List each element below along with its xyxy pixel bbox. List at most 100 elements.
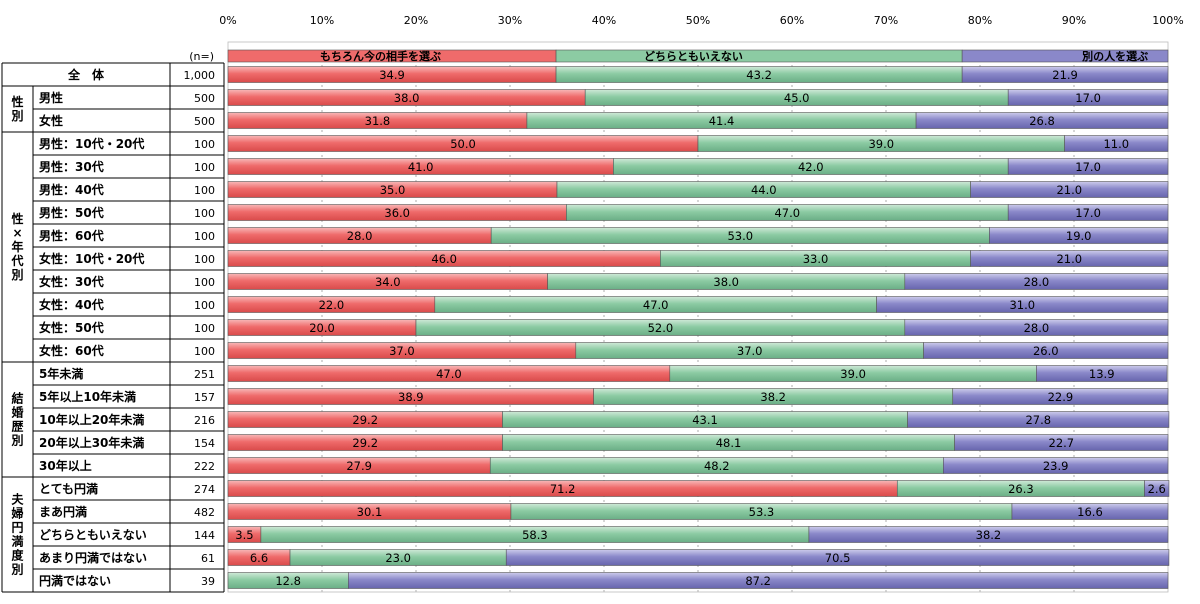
- row-n-value: 100: [194, 184, 215, 197]
- row-n-value: 100: [194, 138, 215, 151]
- bar-value-label: 26.8: [1029, 114, 1055, 128]
- row-label: 女性：40代: [39, 297, 104, 312]
- x-axis-ticks: 0% 10% 20% 30% 40% 50% 60% 70% 80% 90% 100%: [219, 14, 1183, 27]
- bar-value-label: 28.0: [1024, 275, 1050, 289]
- bar-value-label: 33.0: [803, 252, 829, 266]
- row-label: 男性：30代: [39, 159, 104, 174]
- row-n-value: 100: [194, 161, 215, 174]
- bar-value-label: 38.2: [976, 528, 1002, 542]
- bar-value-label: 37.0: [737, 344, 763, 358]
- bar-value-label: 29.2: [352, 436, 378, 450]
- row-n-value: 100: [194, 207, 215, 220]
- row-label: 20年以上30年未満: [39, 435, 144, 450]
- bar-value-label: 3.5: [235, 528, 253, 542]
- row-label: 女性：10代・20代: [39, 251, 144, 266]
- bar-value-label: 6.6: [250, 551, 268, 565]
- category-table: (n=) 全 体 1,000 性別 男性 500 女性 500 性×年代別 男性：10代・20代 1…: [1, 50, 225, 593]
- row-label: 5年未満: [39, 366, 83, 381]
- bar-segment: [970, 250, 1169, 267]
- bar-value-label: 46.0: [431, 252, 457, 266]
- legend-label: もちろん今の相手を選ぶ: [320, 49, 441, 63]
- bar-segment: [952, 388, 1169, 405]
- bar-value-label: 87.2: [745, 574, 771, 588]
- bar-value-label: 21.0: [1056, 252, 1082, 266]
- bar-value-label: 16.6: [1077, 505, 1103, 519]
- bar-value-label: 22.9: [1048, 390, 1074, 404]
- bar-value-label: 41.4: [709, 114, 735, 128]
- bar-value-label: 37.0: [389, 344, 415, 358]
- bar-segment: [1036, 365, 1168, 382]
- bar-value-label: 48.1: [716, 436, 742, 450]
- x-tick-label: 60%: [780, 14, 804, 27]
- bar-segment: [989, 227, 1169, 244]
- row-label: 男性：40代: [39, 182, 104, 197]
- row-n-value: 157: [194, 391, 215, 404]
- bars: [227, 49, 1170, 589]
- bar-segment: [1007, 89, 1169, 106]
- row-n-value: 100: [194, 230, 215, 243]
- row-label: 男性：10代・20代: [39, 136, 144, 151]
- group-label: 性別: [10, 94, 23, 123]
- bar-value-label: 20.0: [309, 321, 335, 335]
- bar-value-label: 38.9: [398, 390, 424, 404]
- bar-value-label: 52.0: [648, 321, 674, 335]
- bar-value-label: 17.0: [1075, 91, 1101, 105]
- bar-value-label: 48.2: [704, 459, 730, 473]
- bar-segment: [904, 273, 1169, 290]
- bar-value-label: 45.0: [784, 91, 810, 105]
- bar-segment: [876, 296, 1169, 313]
- row-label: 全 体: [67, 67, 105, 82]
- row-n-value: 144: [194, 529, 215, 542]
- bar-value-label: 21.0: [1056, 183, 1082, 197]
- bar-segment: [954, 434, 1169, 451]
- data-labels: もちろん今の相手を選ぶ どちらともいえない 別の人を選ぶ 34.9 43.2 21.9 38…: [235, 49, 1166, 588]
- row-label: まあ円満: [39, 504, 87, 519]
- row-n-value: 61: [201, 552, 215, 565]
- row-n-value: 100: [194, 322, 215, 335]
- bar-value-label: 30.1: [357, 505, 383, 519]
- legend-label: 別の人を選ぶ: [1081, 49, 1148, 63]
- x-tick-label: 10%: [310, 14, 334, 27]
- bar-segment: [505, 549, 1170, 566]
- x-tick-label: 30%: [498, 14, 522, 27]
- row-label: 5年以上10年未満: [39, 389, 136, 404]
- group-label: 性×年代別: [10, 211, 23, 282]
- bar-value-label: 22.0: [319, 298, 345, 312]
- legend-swatch: [555, 49, 963, 63]
- bar-value-label: 21.9: [1052, 68, 1078, 82]
- bar-value-label: 44.0: [751, 183, 777, 197]
- bar-value-label: 36.0: [384, 206, 410, 220]
- bar-segment: [923, 342, 1169, 359]
- bar-value-label: 35.0: [380, 183, 406, 197]
- bar-value-label: 26.0: [1033, 344, 1059, 358]
- bar-value-label: 43.1: [692, 413, 718, 427]
- x-tick-label: 0%: [219, 14, 236, 27]
- x-tick-label: 100%: [1152, 14, 1183, 27]
- bar-value-label: 31.0: [1009, 298, 1035, 312]
- bar-value-label: 47.0: [643, 298, 669, 312]
- row-n-value: 100: [194, 345, 215, 358]
- bar-value-label: 28.0: [1024, 321, 1050, 335]
- bar-segment: [348, 572, 1169, 589]
- row-label: とても円満: [39, 481, 98, 496]
- bar-value-label: 38.0: [394, 91, 420, 105]
- x-tick-label: 90%: [1062, 14, 1086, 27]
- bar-value-label: 22.7: [1049, 436, 1075, 450]
- row-n-value: 100: [194, 276, 215, 289]
- bar-value-label: 47.0: [774, 206, 800, 220]
- bar-value-label: 28.0: [347, 229, 373, 243]
- bar-value-label: 13.9: [1089, 367, 1115, 381]
- row-n-value: 251: [194, 368, 215, 381]
- bar-value-label: 71.2: [550, 482, 576, 496]
- legend-label: どちらともいえない: [644, 50, 743, 63]
- bar-segment: [1007, 204, 1169, 221]
- bar-value-label: 11.0: [1103, 137, 1129, 151]
- bar-value-label: 43.2: [746, 68, 772, 82]
- bar-value-label: 17.0: [1075, 206, 1101, 220]
- bar-segment: [808, 526, 1169, 543]
- row-label: 10年以上20年未満: [39, 412, 144, 427]
- row-label: 円満ではない: [39, 573, 111, 588]
- bar-segment: [915, 112, 1169, 129]
- x-tick-label: 70%: [874, 14, 898, 27]
